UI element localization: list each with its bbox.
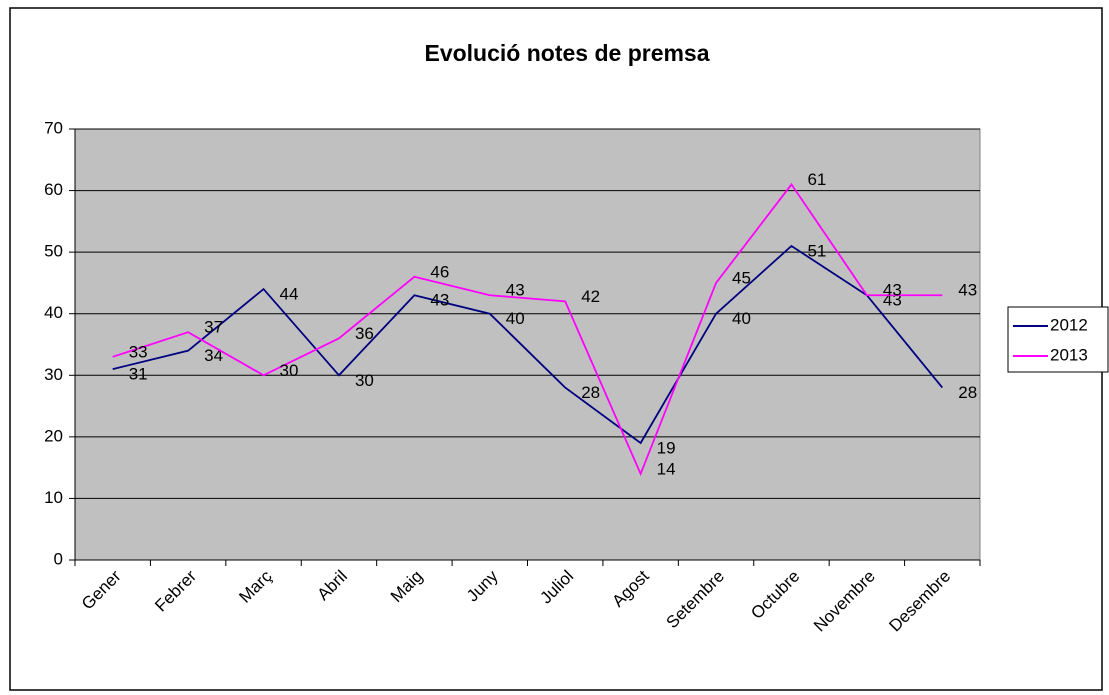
data-label: 34 — [204, 346, 223, 365]
data-label: 28 — [958, 383, 977, 402]
data-label: 33 — [129, 342, 148, 361]
data-label: 43 — [506, 281, 525, 300]
y-tick-label: 20 — [44, 426, 63, 445]
legend-label: 2013 — [1050, 345, 1088, 364]
y-tick-label: 30 — [44, 365, 63, 384]
data-label: 30 — [355, 371, 374, 390]
plot-area — [74, 128, 981, 561]
legend — [1007, 306, 1109, 373]
data-label: 30 — [280, 361, 299, 380]
data-label: 40 — [732, 309, 751, 328]
data-label: 44 — [280, 285, 299, 304]
legend-label: 2012 — [1050, 315, 1088, 334]
y-tick-label: 10 — [44, 488, 63, 507]
data-label: 36 — [355, 324, 374, 343]
data-label: 51 — [807, 241, 826, 260]
data-label: 14 — [657, 459, 676, 478]
data-label: 61 — [807, 170, 826, 189]
y-tick-label: 40 — [44, 303, 63, 322]
data-label: 42 — [581, 287, 600, 306]
data-label: 43 — [430, 291, 449, 310]
y-tick-label: 60 — [44, 180, 63, 199]
data-label: 43 — [883, 281, 902, 300]
data-label: 46 — [430, 262, 449, 281]
data-label: 45 — [732, 268, 751, 287]
line-series — [112, 244, 943, 445]
y-tick-label: 70 — [44, 118, 63, 137]
data-label: 43 — [958, 281, 977, 300]
data-label: 19 — [657, 438, 676, 457]
data-label: 31 — [129, 365, 148, 384]
data-label: 37 — [204, 318, 223, 337]
chart-title: Evolució notes de premsa — [424, 40, 709, 66]
y-tick-label: 50 — [44, 242, 63, 261]
data-label: 40 — [506, 309, 525, 328]
line-series — [112, 182, 943, 477]
y-tick-label: 0 — [54, 549, 63, 568]
data-label: 28 — [581, 383, 600, 402]
